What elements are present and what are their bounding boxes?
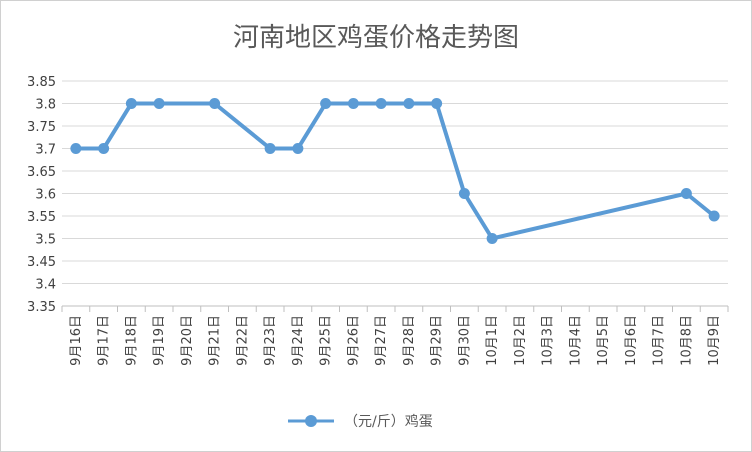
grid-lines [62,80,728,307]
data-point[interactable] [680,188,692,199]
x-tick-label: 9月25日 [319,315,334,366]
data-point[interactable] [486,233,498,244]
x-tick-label: 10月7日 [652,315,667,366]
x-tick-label: 9月21日 [208,315,223,366]
x-tick-label: 10月4日 [568,315,583,366]
y-tick-label: 3.55 [27,210,56,225]
x-axis-ticks: 9月16日 9月17日 9月18日 9月19日 9月20日 9月21日 9月22日 9月23日… [61,306,729,366]
y-tick-label: 3.75 [27,120,56,135]
data-point[interactable] [375,98,387,109]
y-tick-label: 3.65 [27,165,56,180]
y-tick-label: 3.4 [35,278,56,293]
legend-label: （元/斤）鸡蛋 [344,413,433,430]
series-line [75,101,716,241]
x-tick-label: 9月30日 [457,315,472,366]
x-tick-label: 9月24日 [291,315,306,366]
legend-marker-swatch [305,415,317,427]
y-tick-label: 3.35 [27,300,56,315]
x-tick-label: 10月5日 [596,315,611,366]
data-point[interactable] [708,210,720,222]
x-tick-label: 9月27日 [374,315,389,366]
x-tick-label: 10月2日 [513,315,528,366]
data-point[interactable] [98,143,110,154]
y-tick-label: 3.7 [35,143,56,158]
series-layer [70,98,720,244]
data-point[interactable] [153,98,165,109]
data-point[interactable] [209,98,221,109]
y-tick-label: 3.85 [27,75,56,90]
data-point[interactable] [264,143,276,154]
x-tick-label: 10月8日 [679,315,694,366]
x-tick-label: 10月1日 [485,315,500,366]
x-tick-label: 10月3日 [541,315,556,366]
y-tick-label: 3.8 [35,98,56,113]
x-tick-label: 9月29日 [430,315,445,366]
x-tick-label: 9月20日 [180,315,195,366]
y-tick-label: 3.6 [35,188,56,203]
y-axis-ticks: 3.35 3.4 3.45 3.5 3.55 3.6 3.65 3.7 3.75 3.8 3.85 [27,75,56,315]
x-tick-label: 9月19日 [152,315,167,366]
y-tick-label: 3.45 [27,255,56,270]
x-tick-label: 10月9日 [707,315,722,366]
x-tick-label: 9月23日 [263,315,278,366]
legend[interactable]: （元/斤）鸡蛋 [288,413,433,430]
data-point[interactable] [125,98,137,109]
chart-title: 河南地区鸡蛋价格走势图 [233,23,519,53]
x-tick-label: 9月18日 [124,315,139,366]
data-point[interactable] [431,98,443,109]
data-point[interactable] [347,98,359,109]
x-tick-label: 9月16日 [69,315,84,366]
x-tick-label: 9月28日 [402,315,417,366]
x-tick-label: 9月22日 [235,315,250,366]
data-point[interactable] [320,98,332,109]
x-tick-label: 9月17日 [97,315,112,366]
data-point[interactable] [403,98,415,109]
x-tick-label: 10月6日 [624,315,639,366]
x-tick-label: 9月26日 [346,315,361,366]
data-point[interactable] [292,143,304,154]
data-point[interactable] [70,143,82,154]
data-point[interactable] [458,188,470,199]
y-tick-label: 3.5 [35,233,56,248]
